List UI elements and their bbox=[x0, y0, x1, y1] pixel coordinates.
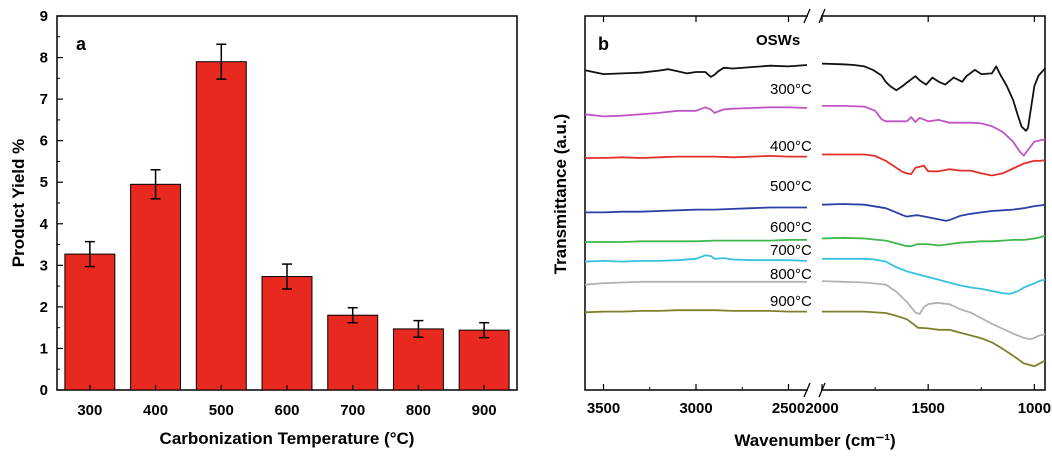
y-tick-label: 4 bbox=[40, 216, 49, 233]
spectrum-line-left bbox=[584, 64, 808, 78]
spectrum-line-left bbox=[585, 239, 807, 243]
x-tick-label: 3500 bbox=[587, 400, 620, 417]
spectrum-label: 800°C bbox=[770, 266, 812, 283]
y-tick-label: 9 bbox=[40, 8, 48, 25]
x-tick-label: 3000 bbox=[679, 400, 712, 417]
bar bbox=[130, 183, 182, 391]
break-gap bbox=[808, 13, 821, 19]
spectrum-line-right bbox=[822, 310, 1046, 368]
spectrum-line-left bbox=[585, 155, 807, 159]
y-tick-label: 6 bbox=[40, 133, 48, 150]
spectrum-label: 600°C bbox=[770, 219, 812, 236]
x-tick-label: 800 bbox=[406, 402, 431, 419]
ftir-chart-panel-b: OSWs300°C400°C500°C600°C700°C800°C900°C … bbox=[551, 8, 1051, 450]
spectrum-line-right bbox=[821, 234, 1046, 248]
spectrum-label: 500°C bbox=[770, 178, 812, 195]
x-axis-label-b: Wavenumber (cm⁻¹) bbox=[734, 431, 895, 450]
bar bbox=[458, 329, 510, 391]
bar bbox=[327, 314, 379, 391]
x-tick-label: 700 bbox=[340, 402, 365, 419]
bar-series-product-yield bbox=[64, 43, 510, 391]
break-slash bbox=[803, 8, 811, 24]
y-tick-label: 8 bbox=[40, 50, 48, 67]
spectrum-line-right bbox=[822, 105, 1046, 157]
spectrum-line-left bbox=[584, 106, 808, 118]
spectra-labels: OSWs 300°C 400°C 500°C 600°C 700°C 800°C 900°C bbox=[756, 32, 812, 310]
x-tick-label: 300 bbox=[77, 402, 102, 419]
panel-label-b: b bbox=[598, 34, 609, 54]
break-slash bbox=[803, 382, 811, 398]
bar bbox=[261, 276, 313, 391]
bar bbox=[392, 328, 444, 391]
spectrum-line-right bbox=[821, 203, 1046, 222]
x-axis-label-a: Carbonization Temperature (°C) bbox=[160, 429, 415, 448]
y-tick-label: 0 bbox=[40, 382, 48, 399]
y-tick-label: 1 bbox=[40, 340, 48, 357]
axis-break-marks bbox=[803, 8, 826, 398]
spectrum-label: 300°C bbox=[770, 81, 812, 98]
x-ticks-a: 300 400 500 600 700 800 900 bbox=[77, 385, 497, 419]
bar bbox=[195, 61, 247, 391]
spectrum-line-left bbox=[585, 206, 807, 214]
y-ticks-a: 0 1 2 3 4 5 6 7 8 9 bbox=[40, 8, 63, 399]
break-slash bbox=[818, 8, 826, 24]
spectrum-label: 900°C bbox=[770, 293, 812, 310]
break-gap bbox=[808, 387, 821, 393]
x-tick-label: 2500 bbox=[772, 400, 805, 417]
spectrum-line-right bbox=[821, 62, 1046, 132]
plot-frame-b bbox=[584, 15, 1046, 391]
spectrum-line-left bbox=[584, 254, 808, 263]
spectrum-line-left bbox=[584, 280, 807, 286]
x-tick-label: 2000 bbox=[805, 400, 838, 417]
x-tick-label: 400 bbox=[143, 402, 168, 419]
x-tick-label: 1500 bbox=[912, 400, 945, 417]
spectrum-label: OSWs bbox=[756, 32, 800, 49]
y-axis-label-a: Product Yield % bbox=[9, 139, 28, 267]
x-tick-label: 500 bbox=[209, 402, 234, 419]
x-tick-label: 600 bbox=[274, 402, 299, 419]
y-tick-label: 5 bbox=[40, 174, 48, 191]
spectrum-line-left bbox=[584, 309, 807, 314]
x-tick-label: 900 bbox=[472, 402, 497, 419]
spectrum-label: 700°C bbox=[770, 242, 812, 259]
bar-chart-panel-a: 0 1 2 3 4 5 6 7 8 9 300 400 500 600 700 800 900 a Carbo… bbox=[9, 8, 518, 448]
y-tick-label: 3 bbox=[40, 257, 48, 274]
spectra-lines bbox=[584, 62, 1046, 368]
y-tick-label: 7 bbox=[40, 91, 48, 108]
y-axis-label-b: Transmittance (a.u.) bbox=[551, 114, 570, 275]
y-tick-label: 2 bbox=[40, 299, 48, 316]
x-ticks-b: 3500 3000 2500 2000 1500 1000 bbox=[587, 16, 1051, 417]
spectrum-label: 400°C bbox=[770, 138, 812, 155]
spectrum-line-right bbox=[822, 257, 1046, 295]
spectrum-line-right bbox=[822, 153, 1046, 177]
bar bbox=[64, 253, 116, 391]
x-tick-label: 1000 bbox=[1018, 400, 1051, 417]
break-slash bbox=[818, 382, 826, 398]
spectrum-line-right bbox=[821, 280, 1046, 341]
panel-label-a: a bbox=[76, 34, 87, 54]
